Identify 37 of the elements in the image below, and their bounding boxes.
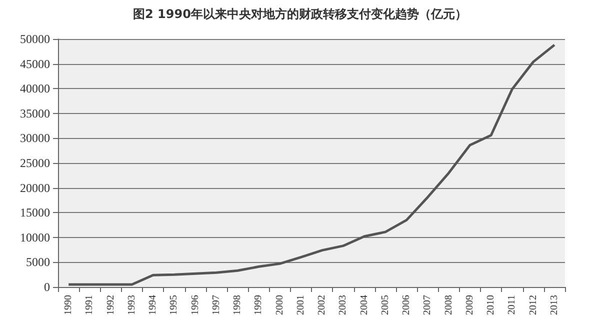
x-tick-label: 2008 — [443, 295, 454, 315]
x-tick-label: 2010 — [486, 295, 497, 315]
x-tick-label: 1997 — [210, 295, 222, 315]
x-tick-label: 1993 — [126, 295, 138, 315]
y-tick-label: 15000 — [20, 206, 50, 220]
x-tick-label: 2004 — [358, 295, 370, 315]
x-tick-label: 2013 — [548, 295, 560, 315]
x-tick-label: 2009 — [464, 295, 476, 315]
y-tick-label: 20000 — [20, 180, 50, 195]
x-tick-label: 2012 — [528, 295, 539, 315]
x-tick-label: 1992 — [105, 295, 116, 315]
y-tick-label: 45000 — [20, 56, 50, 71]
x-tick-label: 1999 — [253, 295, 264, 315]
y-tick-label: 30000 — [20, 131, 50, 146]
x-tick-label: 1996 — [190, 295, 201, 315]
line-series — [67, 44, 556, 286]
x-tick-label: 2003 — [338, 295, 349, 315]
x-tick-label: 2005 — [380, 295, 391, 315]
x-tick-label: 1995 — [168, 295, 180, 315]
x-tick-label: 1998 — [232, 295, 244, 315]
x-tick-label: 2006 — [401, 295, 412, 315]
x-tick-label: 2002 — [316, 295, 328, 315]
x-tick-label: 1990 — [63, 295, 74, 315]
y-tick-label: 25000 — [20, 156, 50, 170]
y-tick-label: 35000 — [20, 106, 50, 120]
y-tick-label: 10000 — [20, 230, 50, 244]
y-tick-label: 0 — [44, 280, 50, 294]
y-tick-label: 5000 — [26, 255, 50, 270]
y-tick-label: 40000 — [20, 82, 50, 96]
x-tick-label: 1994 — [148, 295, 159, 315]
x-tick-label: 1991 — [84, 295, 96, 315]
chart-title: 图2 1990年以来中央对地方的财政转移支付变化趋势（亿元） — [132, 6, 468, 23]
x-tick-label: 2001 — [295, 295, 306, 315]
x-tick-label: 2007 — [422, 295, 434, 315]
x-tick-label: 2000 — [274, 295, 286, 315]
y-tick-label: 50000 — [20, 32, 50, 46]
x-tick-label: 2011 — [506, 295, 518, 315]
